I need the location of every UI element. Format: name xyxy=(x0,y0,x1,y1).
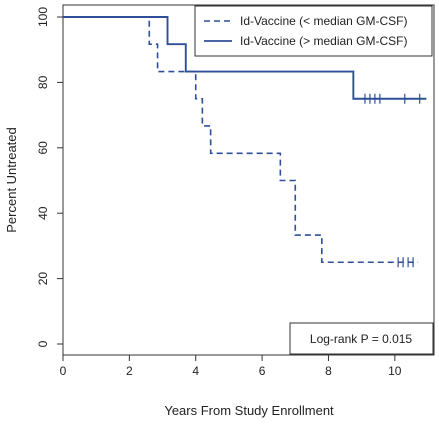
y-tick-label-0: 0 xyxy=(36,340,50,347)
x-axis-title: Years From Study Enrollment xyxy=(164,403,334,418)
legend-label-above-median: Id-Vaccine (> median GM-CSF) xyxy=(240,34,408,48)
y-tick-label-2: 40 xyxy=(36,206,50,220)
x-tick-label-4: 8 xyxy=(325,364,332,378)
legend-label-below-median: Id-Vaccine (< median GM-CSF) xyxy=(240,14,408,28)
series-1-line xyxy=(63,16,427,100)
y-axis-title: Percent Untreated xyxy=(4,127,19,233)
series-0-line xyxy=(63,16,419,264)
logrank-text: Log-rank P = 0.015 xyxy=(310,332,413,346)
legend-box xyxy=(194,5,433,57)
x-tick-label-2: 4 xyxy=(192,364,199,378)
x-tick-label-3: 6 xyxy=(259,364,266,378)
plot-frame xyxy=(62,4,435,356)
x-tick-label-0: 0 xyxy=(60,364,67,378)
logrank-annotation: Log-rank P = 0.015 xyxy=(289,322,434,355)
x-tick-label-5: 10 xyxy=(388,364,402,378)
y-tick-label-4: 80 xyxy=(36,75,50,89)
series-layer xyxy=(63,16,427,268)
x-tick-label-1: 2 xyxy=(126,364,133,378)
y-tick-label-1: 20 xyxy=(36,272,50,286)
y-tick-label-5: 100 xyxy=(36,7,50,27)
legend: Id-Vaccine (< median GM-CSF) Id-Vaccine … xyxy=(194,5,433,57)
logrank-box xyxy=(289,322,434,355)
y-tick-label-3: 60 xyxy=(36,141,50,155)
y-axis: 0 20 40 60 80 100 xyxy=(36,7,63,347)
x-axis: 0 2 4 6 8 10 xyxy=(60,355,402,378)
